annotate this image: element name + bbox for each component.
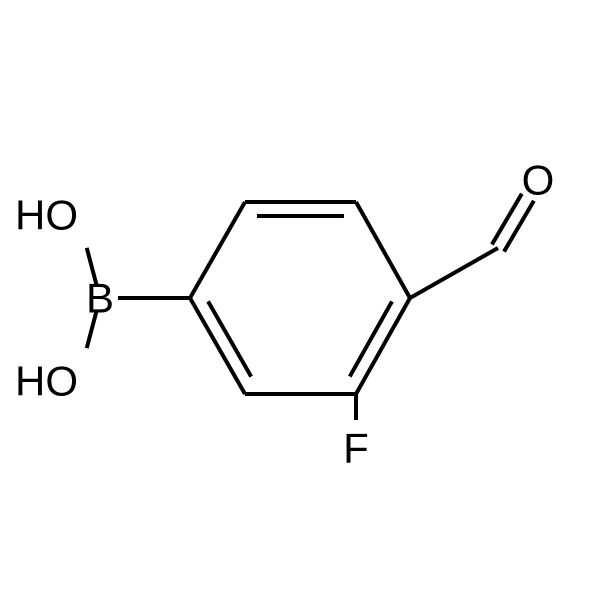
- atom-label-o1: O: [522, 157, 555, 204]
- atom-label-oh2: HO: [15, 358, 78, 405]
- atom-label-f: F: [343, 425, 369, 472]
- molecule-diagram: BHO HO O F: [0, 0, 600, 600]
- atom-label-oh1: HO: [15, 192, 78, 239]
- atom-label-b: B: [86, 275, 114, 322]
